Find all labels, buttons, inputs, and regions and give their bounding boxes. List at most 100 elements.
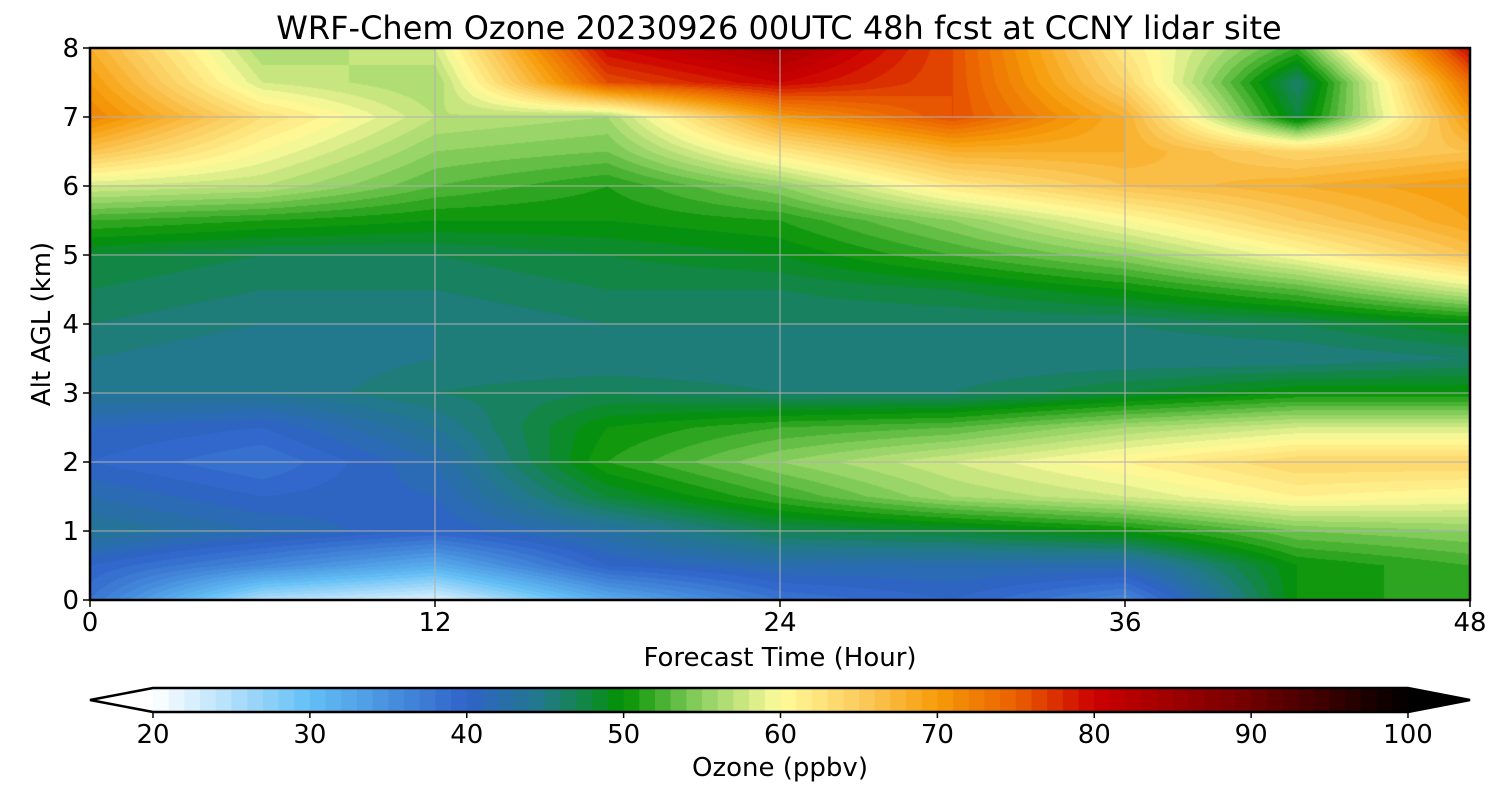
colorbar-cell — [843, 688, 860, 712]
colorbar-tick-label: 60 — [764, 720, 797, 750]
colorbar-cell — [309, 688, 327, 712]
colorbar-cell — [184, 688, 201, 712]
colorbar-cell — [874, 688, 891, 712]
x-axis-label: Forecast Time (Hour) — [643, 643, 916, 673]
colorbar-cell — [560, 688, 578, 712]
colorbar-cell — [1062, 688, 1080, 712]
colorbar-cell — [906, 688, 923, 712]
colorbar-label: Ozone (ppbv) — [692, 753, 868, 783]
colorbar-cell — [1188, 688, 1205, 712]
colorbar-cell — [278, 688, 295, 712]
y-tick-label: 6 — [62, 172, 79, 202]
colorbar-cell — [545, 688, 562, 712]
chart-title: WRF-Chem Ozone 20230926 00UTC 48h fcst a… — [276, 9, 1281, 47]
colorbar-cell — [655, 688, 672, 712]
colorbar-cell — [1376, 688, 1393, 712]
colorbar-tick-label: 30 — [293, 720, 326, 750]
colorbar-cell — [1345, 688, 1362, 712]
colorbar-cell — [1204, 688, 1221, 712]
colorbar-cell — [1251, 688, 1268, 712]
colorbar-cell — [1172, 688, 1189, 712]
colorbar-cell — [419, 688, 436, 712]
x-tick-label: 0 — [82, 608, 99, 638]
colorbar-cell — [1094, 688, 1111, 712]
colorbar-cell — [796, 688, 813, 712]
colorbar-cell — [921, 688, 938, 712]
colorbar-tick-label: 40 — [450, 720, 483, 750]
colorbar-tick-label: 70 — [921, 720, 954, 750]
colorbar-cell — [341, 688, 358, 712]
colorbar-cell — [592, 688, 609, 712]
colorbar-cell — [576, 688, 593, 712]
colorbar-cell — [1000, 688, 1017, 712]
colorbar-cell — [749, 688, 766, 712]
colorbar-tick-label: 20 — [136, 720, 169, 750]
colorbar-cell — [780, 688, 797, 712]
colorbar-cell — [1031, 688, 1048, 712]
colorbar-cell — [1015, 688, 1033, 712]
y-axis-label: Alt AGL (km) — [27, 242, 57, 406]
colorbar-low-extension — [90, 688, 153, 712]
colorbar-cell — [764, 688, 782, 712]
y-axis: 0 1 2 3 4 5 6 7 8 — [62, 34, 90, 616]
colorbar-cell — [670, 688, 687, 712]
colorbar-cell — [294, 688, 311, 712]
colorbar-cell — [1109, 688, 1127, 712]
x-axis: 0 12 24 36 48 — [82, 600, 1487, 638]
y-tick-label: 0 — [62, 586, 79, 616]
colorbar-cell — [215, 688, 233, 712]
colorbar-cell — [153, 688, 170, 712]
colorbar-cell — [1125, 688, 1142, 712]
y-tick-label: 7 — [62, 103, 79, 133]
colorbar-tick-label: 90 — [1235, 720, 1268, 750]
colorbar-tick-label: 80 — [1078, 720, 1111, 750]
colorbar-cell — [466, 688, 484, 712]
colorbar-cell — [372, 688, 389, 712]
colorbar-cell — [231, 688, 248, 712]
colorbar-cell — [482, 688, 499, 712]
colorbar-cell — [937, 688, 954, 712]
colorbar-cell — [1078, 688, 1095, 712]
colorbar-cell — [890, 688, 907, 712]
colorbar-cell — [607, 688, 625, 712]
colorbar-cell — [168, 688, 185, 712]
x-tick-label: 36 — [1108, 608, 1141, 638]
colorbar-cell — [639, 688, 656, 712]
colorbar-cell — [435, 688, 452, 712]
colorbar-cell — [1219, 688, 1237, 712]
colorbar-cell — [529, 688, 546, 712]
y-tick-label: 5 — [62, 241, 79, 271]
colorbar-cell — [827, 688, 844, 712]
colorbar-cell — [1047, 688, 1064, 712]
colorbar-cell — [717, 688, 735, 712]
colorbar-cell — [451, 688, 468, 712]
colorbar-cell — [325, 688, 342, 712]
colorbar-cell — [247, 688, 264, 712]
colorbar-cell — [498, 688, 515, 712]
colorbar-cell — [953, 688, 970, 712]
y-tick-label: 8 — [62, 34, 79, 64]
colorbar-tick-label: 100 — [1383, 720, 1433, 750]
y-tick-label: 1 — [62, 517, 79, 547]
colorbar-cell — [1298, 688, 1315, 712]
colorbar-cell — [1329, 688, 1346, 712]
colorbar-cell — [1157, 688, 1174, 712]
colorbar-cell — [733, 688, 750, 712]
colorbar-cell — [1392, 688, 1409, 712]
colorbar-high-extension — [1408, 688, 1470, 712]
grid-lines — [90, 48, 1470, 600]
colorbar-cell — [1235, 688, 1252, 712]
colorbar-cell — [968, 688, 986, 712]
colorbar-cell — [200, 688, 217, 712]
colorbar-cell — [262, 688, 280, 712]
colorbar-cell — [1282, 688, 1299, 712]
colorbar-cell — [858, 688, 876, 712]
colorbar-cell — [1360, 688, 1378, 712]
colorbar-cell — [1313, 688, 1331, 712]
colorbar-cell — [686, 688, 703, 712]
colorbar-cell — [702, 688, 719, 712]
colorbar-ticks: 20 30 40 50 60 70 80 90 100 — [136, 712, 1433, 750]
colorbar: 20 30 40 50 60 70 80 90 100 — [89, 686, 1471, 750]
colorbar-cell — [623, 688, 640, 712]
